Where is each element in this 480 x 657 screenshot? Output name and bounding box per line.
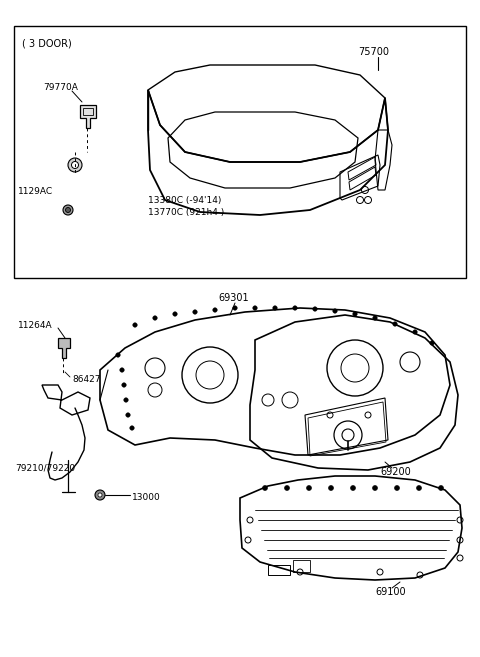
Circle shape	[393, 322, 397, 326]
Circle shape	[253, 306, 257, 310]
Circle shape	[313, 307, 317, 311]
Text: 75700: 75700	[358, 47, 389, 57]
Circle shape	[430, 341, 434, 345]
Circle shape	[124, 397, 128, 402]
Circle shape	[122, 383, 126, 387]
Circle shape	[293, 306, 297, 310]
Circle shape	[98, 493, 102, 497]
Circle shape	[63, 205, 73, 215]
Circle shape	[353, 312, 357, 316]
Circle shape	[130, 426, 134, 430]
Circle shape	[213, 307, 217, 312]
Circle shape	[285, 486, 289, 491]
Text: 69200: 69200	[380, 467, 411, 477]
Circle shape	[328, 486, 334, 491]
Text: 11264A: 11264A	[18, 321, 53, 330]
Text: 13000: 13000	[132, 493, 161, 501]
Circle shape	[263, 486, 267, 491]
Circle shape	[126, 413, 130, 417]
Circle shape	[373, 316, 377, 320]
Text: 69100: 69100	[375, 587, 406, 597]
Text: 79210/79220: 79210/79220	[15, 463, 75, 472]
Circle shape	[233, 306, 237, 310]
Text: ( 3 DOOR): ( 3 DOOR)	[22, 39, 72, 49]
Bar	[14, 26, 466, 278]
Circle shape	[417, 486, 421, 491]
Text: 86427: 86427	[72, 376, 100, 384]
Circle shape	[65, 208, 71, 212]
Circle shape	[173, 312, 177, 316]
Circle shape	[395, 486, 399, 491]
Circle shape	[413, 330, 417, 334]
Text: 1129AC: 1129AC	[18, 187, 53, 196]
Circle shape	[333, 309, 337, 313]
Text: 13380C (-94'14): 13380C (-94'14)	[148, 196, 221, 204]
Circle shape	[193, 310, 197, 314]
Text: 69301: 69301	[218, 293, 249, 303]
Circle shape	[372, 486, 377, 491]
Circle shape	[273, 306, 277, 310]
Circle shape	[133, 323, 137, 327]
Polygon shape	[80, 105, 96, 128]
Text: 13770C (921h4 ): 13770C (921h4 )	[148, 208, 224, 217]
Circle shape	[350, 486, 356, 491]
Circle shape	[307, 486, 312, 491]
Polygon shape	[58, 338, 70, 358]
Circle shape	[95, 490, 105, 500]
Circle shape	[116, 353, 120, 357]
Text: 79770A: 79770A	[43, 83, 78, 93]
Circle shape	[120, 368, 124, 373]
Circle shape	[68, 158, 82, 172]
Circle shape	[153, 316, 157, 320]
Circle shape	[72, 162, 79, 168]
Circle shape	[439, 486, 444, 491]
